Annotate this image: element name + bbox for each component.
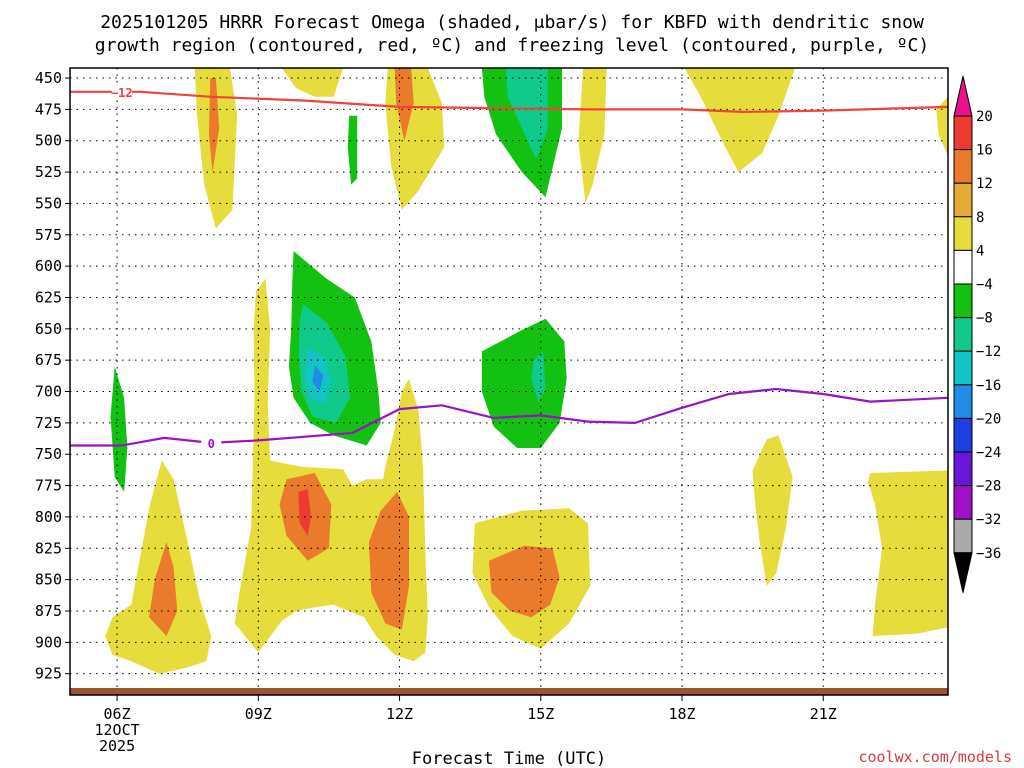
y-axis: 450 475 500 525 550 575 600 625 650 675 700 725 750 7… bbox=[35, 69, 70, 683]
colorbar-top-triangle bbox=[953, 75, 973, 117]
plot-frame bbox=[69, 67, 949, 696]
x-axis-title: Forecast Time (UTC) bbox=[412, 749, 606, 768]
colorbar-segment-10 bbox=[953, 451, 973, 487]
omega-region-yellow-3 bbox=[281, 68, 344, 97]
dendritic-snow-growth-contour bbox=[70, 90, 948, 114]
chart-title-line2: growth region (contoured, red, ºC) and f… bbox=[95, 35, 929, 56]
omega-region-orange-5 bbox=[394, 68, 414, 141]
y-tick-label-800: 800 bbox=[35, 508, 62, 526]
colorbar-segment-1 bbox=[953, 149, 973, 184]
omega-region-orange-23 bbox=[149, 542, 178, 637]
colorbar-segment-3 bbox=[953, 216, 973, 251]
y-tick-label-725: 725 bbox=[35, 414, 62, 432]
colorbar-label-7: −12 bbox=[976, 344, 1001, 360]
ground-bar bbox=[70, 688, 948, 695]
dendritic-snow-growth-label: −12 bbox=[111, 86, 133, 100]
colorbar-segment-9 bbox=[953, 417, 973, 453]
omega-region-green-15 bbox=[481, 318, 567, 448]
colorbar-segment-12 bbox=[953, 518, 973, 554]
x-tick-date: 12OCT bbox=[94, 721, 139, 739]
y-tick-label-450: 450 bbox=[35, 69, 62, 87]
omega-region-green-17 bbox=[110, 366, 128, 492]
omega-region-orange-1 bbox=[208, 78, 220, 173]
colorbar-segment-11 bbox=[953, 485, 973, 520]
y-tick-label-675: 675 bbox=[35, 351, 62, 369]
omega-region-orange-25 bbox=[489, 545, 560, 618]
omega-region-green-2 bbox=[347, 115, 358, 185]
y-tick-label-750: 750 bbox=[35, 445, 62, 463]
plot-area: −12 0 bbox=[70, 68, 948, 695]
colorbar-label-3: 8 bbox=[976, 210, 984, 226]
colorbar-bottom-triangle bbox=[953, 552, 973, 593]
colorbar-segment-7 bbox=[953, 350, 973, 386]
x-tick-label-21Z: 21Z bbox=[810, 705, 837, 723]
source-credit: coolwx.com/models bbox=[858, 748, 1012, 766]
colorbar-segment-2 bbox=[953, 182, 973, 218]
y-tick-label-500: 500 bbox=[35, 132, 62, 150]
omega-region-blue-14 bbox=[312, 365, 324, 392]
colorbar-label-13: −36 bbox=[976, 546, 1001, 562]
omega-region-yellow-27 bbox=[868, 470, 948, 637]
colorbar-label-11: −28 bbox=[976, 479, 1001, 495]
y-tick-label-825: 825 bbox=[35, 539, 62, 557]
y-tick-label-900: 900 bbox=[35, 633, 62, 651]
y-tick-label-925: 925 bbox=[35, 665, 62, 683]
colorbar-segment-4 bbox=[953, 249, 973, 285]
chart-title-line1: 2025101205 HRRR Forecast Omega (shaded, … bbox=[100, 12, 924, 33]
colorbar-label-4: 4 bbox=[976, 243, 984, 259]
x-tick-year: 2025 bbox=[99, 737, 135, 755]
y-tick-label-475: 475 bbox=[35, 100, 62, 118]
freezing-level-label: 0 bbox=[208, 437, 215, 451]
freezing-level-label-bg bbox=[201, 435, 222, 449]
colorbar-label-10: −24 bbox=[976, 445, 1001, 461]
y-tick-label-525: 525 bbox=[35, 163, 62, 181]
omega-region-teal-16 bbox=[531, 351, 546, 402]
colorbar-label-5: −4 bbox=[976, 277, 993, 293]
x-tick-label-15Z: 15Z bbox=[527, 705, 554, 723]
colorbar-segment-5 bbox=[953, 283, 973, 319]
omega-region-orange-21 bbox=[368, 491, 409, 630]
omega-region-yellow-22 bbox=[105, 460, 212, 674]
x-tick-label-06Z: 06Z bbox=[104, 705, 131, 723]
colorbar-label-2: 12 bbox=[976, 176, 993, 192]
y-tick-label-775: 775 bbox=[35, 477, 62, 495]
colorbar: 20 16 12 8 4 −4 −8 −12 −16 −20 −24 −28 −32 −36 bbox=[953, 75, 1001, 593]
y-tick-label-550: 550 bbox=[35, 194, 62, 212]
colorbar-label-12: −32 bbox=[976, 512, 1001, 528]
omega-region-yellow-9 bbox=[684, 68, 795, 173]
y-tick-label-875: 875 bbox=[35, 602, 62, 620]
x-tick-label-12Z: 12Z bbox=[386, 705, 413, 723]
y-tick-label-850: 850 bbox=[35, 571, 62, 589]
x-tick-label-18Z: 18Z bbox=[668, 705, 695, 723]
x-tick-label-09Z: 09Z bbox=[245, 705, 272, 723]
y-tick-label-575: 575 bbox=[35, 226, 62, 244]
y-tick-label-625: 625 bbox=[35, 288, 62, 306]
colorbar-segment-8 bbox=[953, 384, 973, 419]
y-tick-label-600: 600 bbox=[35, 257, 62, 275]
omega-region-yellow-10 bbox=[936, 96, 948, 156]
colorbar-segment-0 bbox=[953, 115, 973, 151]
colorbar-segment-6 bbox=[953, 317, 973, 352]
omega-region-yellow-8 bbox=[578, 68, 607, 204]
colorbar-label-9: −20 bbox=[976, 411, 1001, 427]
omega-region-red-20 bbox=[298, 489, 311, 536]
y-tick-label-700: 700 bbox=[35, 383, 62, 401]
dendritic-snow-growth-label-bg bbox=[111, 84, 132, 98]
omega-region-teal-7 bbox=[505, 68, 548, 160]
grid-lines bbox=[70, 68, 948, 695]
colorbar-label-6: −8 bbox=[976, 311, 993, 327]
y-tick-label-650: 650 bbox=[35, 320, 62, 338]
colorbar-label-8: −16 bbox=[976, 378, 1001, 394]
omega-region-yellow-26 bbox=[752, 435, 793, 586]
colorbar-label-1: 16 bbox=[976, 143, 993, 159]
omega-region-yellow-4 bbox=[385, 68, 445, 210]
colorbar-label-0: 20 bbox=[976, 109, 993, 125]
